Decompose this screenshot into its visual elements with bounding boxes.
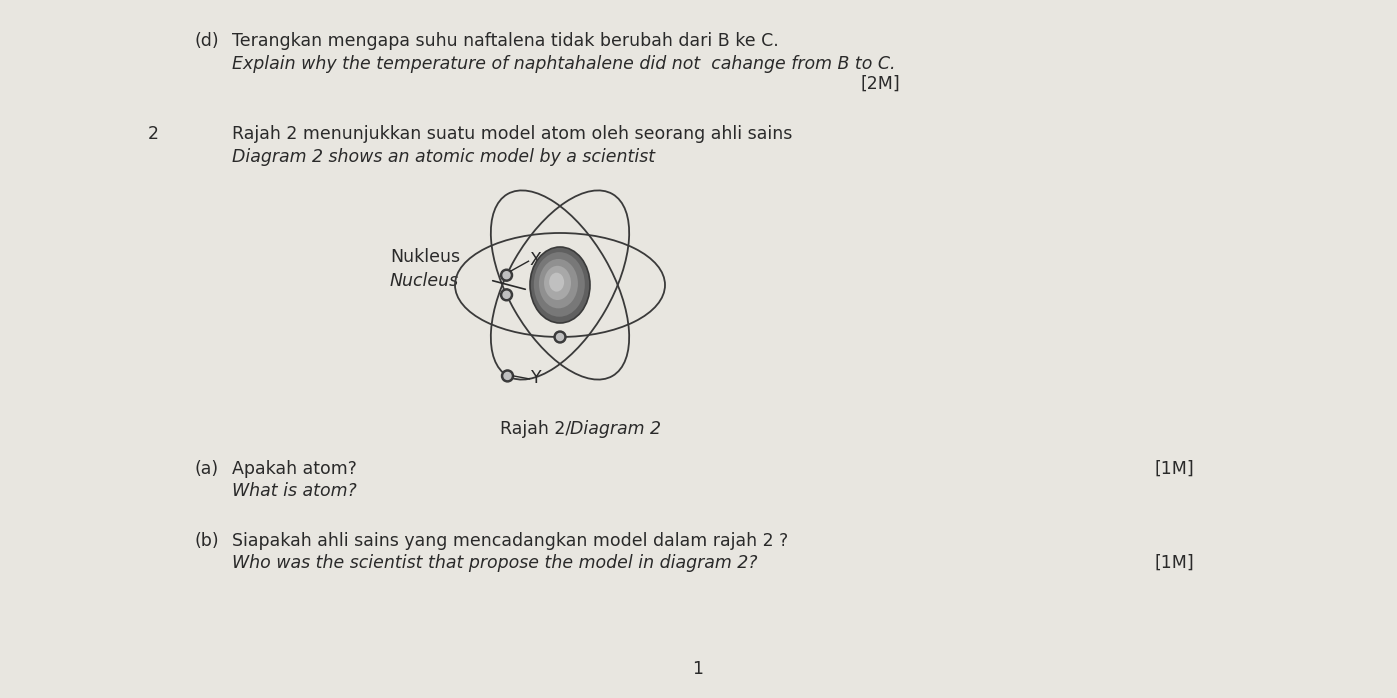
Ellipse shape — [543, 266, 571, 300]
Text: Who was the scientist that propose the model in diagram 2?: Who was the scientist that propose the m… — [232, 554, 757, 572]
Circle shape — [504, 373, 511, 380]
Circle shape — [502, 370, 514, 382]
Text: Apakah atom?: Apakah atom? — [232, 460, 356, 478]
Circle shape — [555, 331, 566, 343]
Circle shape — [503, 291, 510, 298]
Text: (a): (a) — [196, 460, 219, 478]
Text: [1M]: [1M] — [1155, 554, 1194, 572]
Circle shape — [556, 334, 563, 341]
Circle shape — [500, 289, 513, 301]
Circle shape — [500, 269, 513, 281]
Circle shape — [503, 272, 510, 279]
Text: [1M]: [1M] — [1155, 460, 1194, 478]
Ellipse shape — [539, 259, 578, 309]
Text: (b): (b) — [196, 532, 219, 550]
Text: Diagram 2 shows an atomic model by a scientist: Diagram 2 shows an atomic model by a sci… — [232, 148, 655, 166]
Text: Y: Y — [531, 369, 541, 387]
Text: Rajah 2/: Rajah 2/ — [500, 420, 577, 438]
Text: Nucleus: Nucleus — [390, 272, 460, 290]
Text: 2: 2 — [148, 125, 159, 143]
Text: Siapakah ahli sains yang mencadangkan model dalam rajah 2 ?: Siapakah ahli sains yang mencadangkan mo… — [232, 532, 788, 550]
Ellipse shape — [529, 247, 590, 323]
Ellipse shape — [549, 273, 564, 292]
Ellipse shape — [534, 252, 585, 317]
Text: Rajah 2 menunjukkan suatu model atom oleh seorang ahli sains: Rajah 2 menunjukkan suatu model atom ole… — [232, 125, 792, 143]
Text: Terangkan mengapa suhu naftalena tidak berubah dari B ke C.: Terangkan mengapa suhu naftalena tidak b… — [232, 32, 778, 50]
Text: [2M]: [2M] — [861, 75, 900, 93]
Text: Explain why the temperature of naphtahalene did not  cahange from B to C.: Explain why the temperature of naphtahal… — [232, 55, 895, 73]
Text: What is atom?: What is atom? — [232, 482, 356, 500]
Text: X: X — [529, 251, 542, 269]
Text: Nukleus: Nukleus — [390, 248, 460, 266]
Text: Diagram 2: Diagram 2 — [570, 420, 661, 438]
Text: 1: 1 — [693, 660, 704, 678]
Text: (d): (d) — [196, 32, 219, 50]
